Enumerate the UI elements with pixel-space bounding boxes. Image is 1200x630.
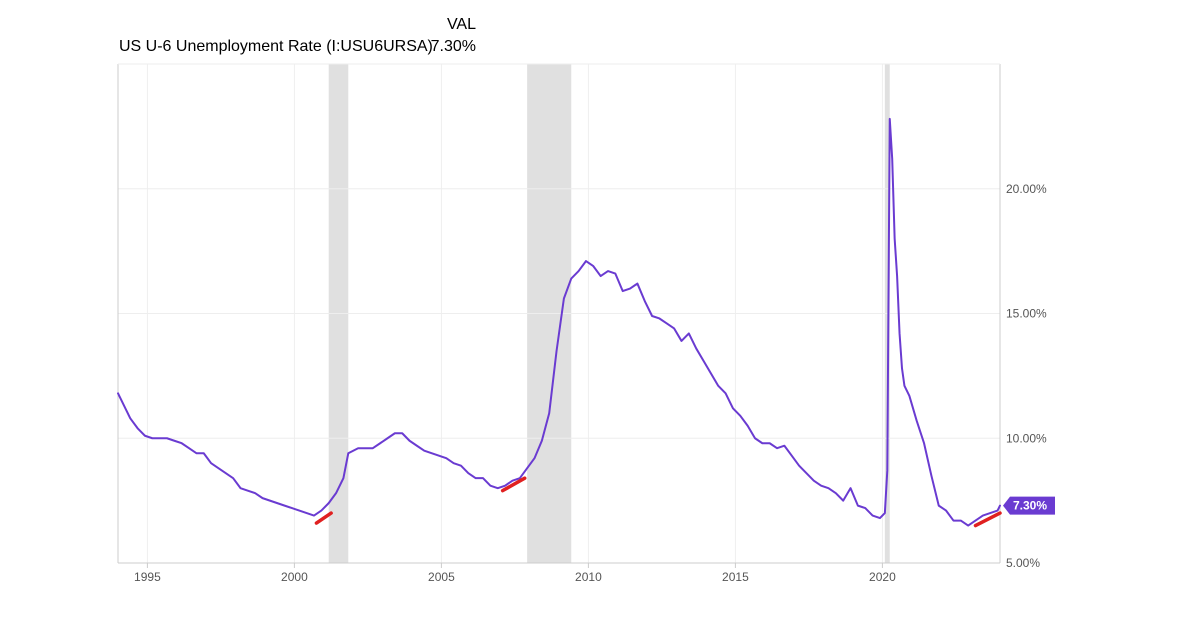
end-value-label-text: 7.30% [1013, 499, 1047, 513]
x-tick-label-3: 2005 [428, 570, 455, 584]
series-line-1 [117, 117, 1001, 527]
chart-legend: VAL US U-6 Unemployment Rate (I:USU6URSA… [119, 16, 476, 55]
series-layer [117, 117, 1001, 527]
x-tick-label-2: 2000 [281, 570, 308, 584]
y-tick-label-4: 20.00% [1006, 182, 1047, 196]
end-value-label-background [1003, 496, 1055, 515]
y-tick-label-3: 15.00% [1006, 307, 1047, 321]
y-tick-label-1: 5.00% [1006, 556, 1040, 570]
x-tick-label-6: 2020 [869, 570, 896, 584]
trend-marker-2 [500, 476, 527, 493]
trend-marker-1 [314, 511, 333, 525]
legend-series-name: US U-6 Unemployment Rate (I:USU6URSA) [119, 38, 433, 55]
x-tick-label-1: 1995 [134, 570, 161, 584]
x-tick-label-5: 2015 [722, 570, 749, 584]
y-tick-labels: 5.00% 10.00% 15.00% 20.00% [1006, 182, 1047, 570]
axes [117, 63, 1001, 568]
trend-markers [314, 476, 1002, 528]
x-tick-label-4: 2010 [575, 570, 602, 584]
x-tick-labels: 1995 2000 2005 2010 2015 2020 [134, 570, 896, 584]
end-value-label: 7.30% [1003, 496, 1055, 515]
gridlines [118, 64, 1000, 563]
legend-column-header: VAL [447, 16, 476, 33]
y-tick-label-2: 10.00% [1006, 431, 1047, 445]
legend-series-value: 7.30% [431, 38, 476, 55]
trend-marker-3 [973, 511, 1002, 528]
